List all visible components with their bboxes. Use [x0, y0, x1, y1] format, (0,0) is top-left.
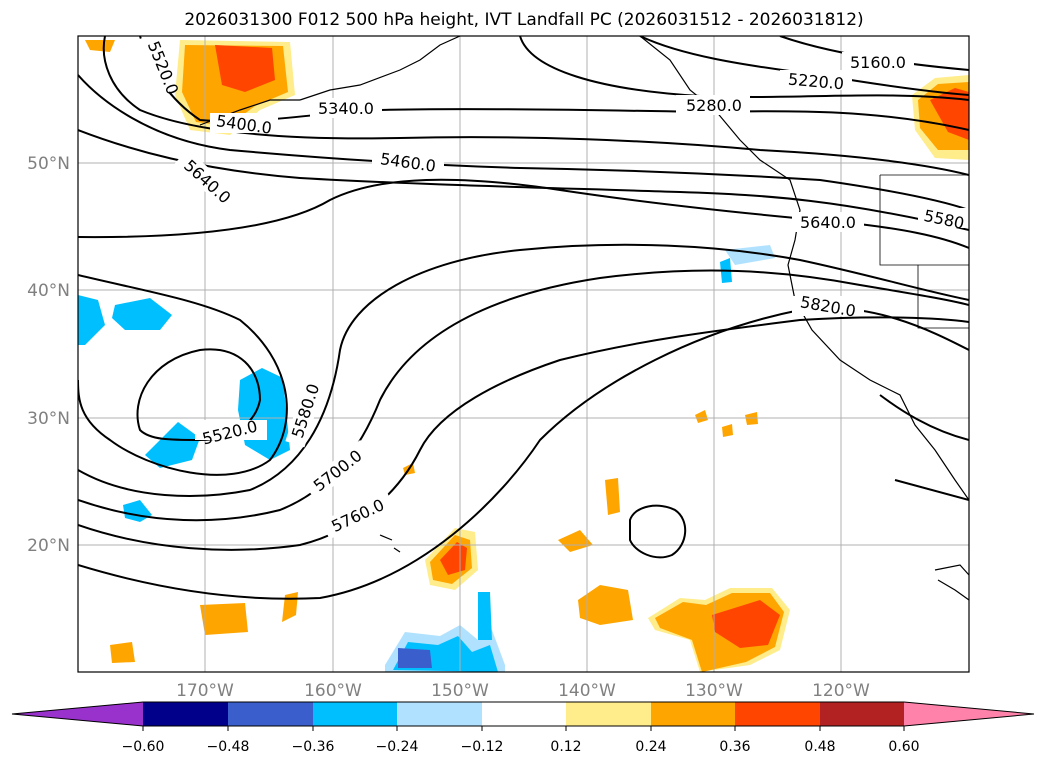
clbl-bg-10 [792, 212, 864, 232]
contour-5460 [102, 36, 969, 176]
contour-5800 [78, 316, 969, 551]
coastline-alaska [299, 36, 461, 101]
lon-label-160w: 160°W [304, 681, 362, 701]
clabel-5160: 5160.0 [850, 53, 906, 72]
colorbar-extend-min [12, 702, 143, 726]
cb-tick-label-3: −0.36 [292, 739, 335, 755]
colorbar-bin-9 [820, 702, 904, 726]
ivt-region-small-1 [558, 530, 593, 552]
cb-tick-label-6: 0.12 [550, 739, 581, 755]
border-states [879, 175, 969, 266]
cb-tick-label-5: −0.12 [461, 739, 504, 755]
contour-5640-low [78, 274, 288, 476]
lat-label-20n: 20°N [27, 536, 70, 556]
ivt-region-small-2 [605, 478, 620, 515]
lon-label-130w: 130°W [685, 681, 743, 701]
ivt-region-neg-south [145, 422, 200, 468]
clbl-bg-1 [138, 36, 178, 96]
contour-5700 [78, 243, 969, 497]
colorbar-bin-7 [651, 702, 735, 726]
coastline-mexico [934, 564, 969, 601]
cb-tick-label-2: −0.48 [207, 739, 250, 755]
clabel-5280: 5280.0 [686, 96, 742, 115]
clbl-bg-14 [303, 439, 373, 501]
cb-tick-label-10: 0.60 [888, 739, 919, 755]
contour-land-2 [894, 479, 969, 501]
map-background [78, 36, 969, 672]
colorbar-bin-6 [566, 702, 651, 726]
ivt-region-south-mid [578, 585, 633, 625]
clbl-bg-9 [918, 208, 969, 228]
colorbar-bin-8 [735, 702, 820, 726]
contour-5760 [78, 269, 969, 522]
ivt-region-neg-bottom-max [398, 648, 432, 668]
colorbar-bin-3 [313, 702, 397, 726]
cb-tick-label-7: 0.24 [635, 739, 666, 755]
clbl-bg-5 [174, 149, 240, 211]
clbl-bg-2 [210, 113, 278, 133]
cb-tick-label-9: 0.48 [804, 739, 835, 755]
clabel-5220: 5220.0 [787, 70, 844, 94]
contour-closed-south [629, 504, 687, 559]
lat-label-40n: 40°N [27, 281, 70, 301]
map-frame [77, 35, 970, 673]
coastline-hawaii [379, 534, 401, 553]
clbl-bg-15 [321, 490, 395, 540]
clbl-bg-12 [195, 420, 267, 440]
lat-axis: 50°N 40°N 30°N 20°N [27, 154, 70, 556]
clabel-5340: 5340.0 [318, 99, 374, 118]
lon-label-150w: 150°W [431, 681, 489, 701]
figure-title: 2026031300 F012 500 hPa height, IVT Land… [184, 10, 863, 30]
lat-label-50n: 50°N [27, 154, 70, 174]
border-states-2 [917, 265, 969, 329]
lon-axis: 170°W 160°W 150°W 140°W 130°W 120°W [176, 681, 870, 701]
colorbar-bin-4 [397, 702, 482, 726]
contour-5400 [139, 36, 969, 131]
clbl-bg-7 [780, 70, 852, 90]
cb-tick-label-8: 0.36 [719, 739, 750, 755]
colorbar-bin-1 [143, 702, 228, 726]
colorbar-bin-2 [228, 702, 313, 726]
ivt-region-dot2 [695, 410, 708, 423]
ivt-region-neg-strip [478, 592, 492, 640]
clbl-bg-13 [285, 372, 327, 448]
lon-label-170w: 170°W [176, 681, 234, 701]
clbl-bg-8 [676, 95, 750, 115]
clbl-bg-3 [310, 98, 382, 118]
lat-label-30n: 30°N [27, 409, 70, 429]
colorbar-ticks [142, 726, 905, 731]
colorbar-extend-max [904, 702, 1034, 726]
clabel-5640b: 5640.0 [800, 213, 856, 232]
contour-land-1 [879, 394, 969, 441]
ivt-region-topleft [85, 40, 115, 52]
ivt-region-sw [200, 603, 248, 635]
ivt-region-neg-west2 [112, 298, 172, 330]
colorbar-bin-5 [482, 702, 566, 726]
cb-tick-label-1: −0.60 [122, 739, 165, 755]
ivt-region-alaska-max [215, 45, 275, 92]
graticule [78, 36, 969, 672]
clbl-bg-6 [842, 52, 914, 72]
contour-5520 [78, 74, 969, 211]
lon-label-140w: 140°W [558, 681, 616, 701]
clbl-bg-11 [792, 296, 864, 316]
cb-tick-label-4: −0.24 [376, 739, 419, 755]
ivt-region-dot3 [722, 424, 733, 437]
ivt-region-southeast-max [712, 600, 780, 648]
clbl-bg-4 [372, 150, 444, 170]
colorbar: −0.60 −0.48 −0.36 −0.24 −0.12 0.12 0.24 … [11, 701, 1035, 755]
contour-5520-low [136, 348, 262, 442]
ivt-region-neg-west1 [78, 295, 105, 345]
ivt-region-sw2 [110, 642, 135, 663]
lon-label-120w: 120°W [812, 681, 870, 701]
